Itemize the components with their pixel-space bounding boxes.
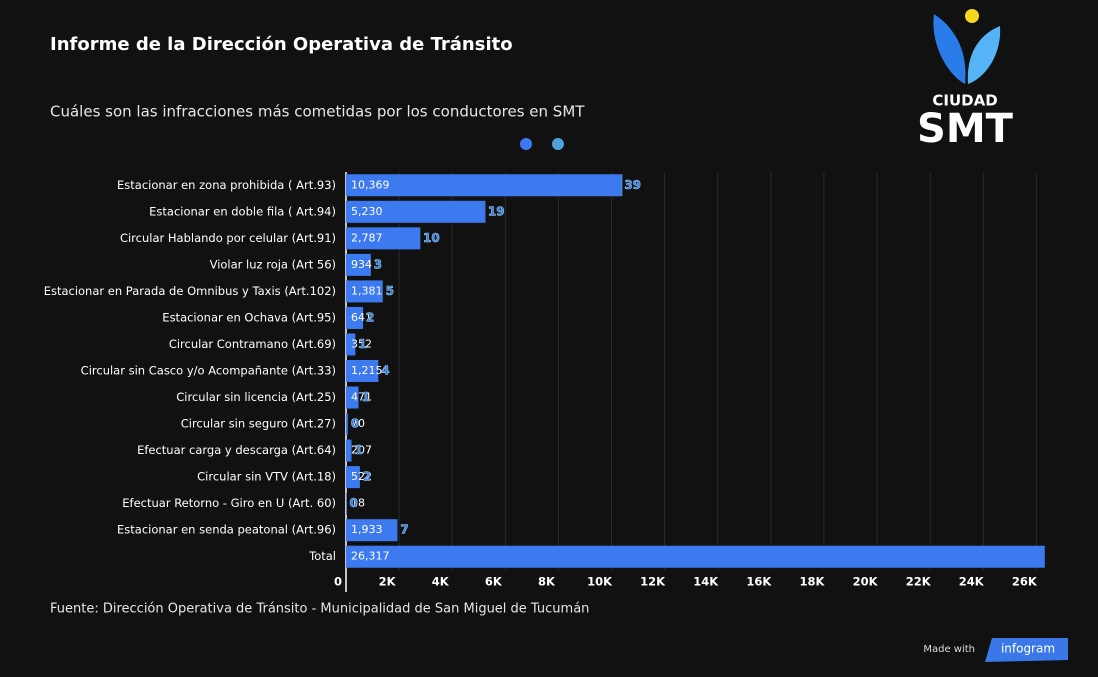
y-tick-label: Estacionar en Ochava (Art.95) [162, 310, 336, 324]
bar [346, 360, 379, 382]
logo-leaf [967, 26, 1001, 84]
x-tick-label: 10K [587, 575, 613, 589]
bar [346, 545, 1045, 568]
value-label: 10 [423, 231, 440, 245]
value-label: 70 [351, 417, 365, 430]
value-label: 39 [624, 178, 641, 192]
y-tick-label: Total [308, 549, 336, 563]
x-tick-label: 26K [1012, 575, 1038, 589]
value-label: 352 [351, 337, 372, 350]
x-tick-label: 22K [906, 575, 932, 589]
x-tick-label: 2K [379, 575, 397, 589]
legend-marker [520, 138, 532, 150]
logo-text: SMT [917, 106, 1014, 152]
value-label: 1 [362, 390, 370, 404]
y-tick-label: Circular Contramano (Art.69) [169, 337, 336, 351]
value-label: 0 [349, 496, 357, 510]
value-label: 7 [400, 523, 408, 537]
x-tick-label: 0 [334, 575, 342, 589]
value-label: 207 [351, 444, 372, 457]
value-label: 0 [351, 417, 359, 431]
bar [346, 333, 356, 356]
legend-marker [552, 138, 564, 150]
value-label: 2 [363, 470, 371, 484]
bar [346, 466, 360, 489]
value-label: 2 [366, 310, 374, 324]
bar [346, 174, 622, 197]
y-tick-label: Estacionar en senda peatonal (Art.96) [117, 523, 336, 537]
logo-dot [965, 9, 979, 23]
y-tick-label: Violar luz roja (Art 56) [210, 257, 336, 271]
value-label: 26,317 [351, 550, 390, 563]
logo: CIUDAD SMT [917, 9, 1014, 152]
footer-brand[interactable]: infogram [1001, 642, 1055, 656]
chart-subtitle: Cuáles son las infracciones más cometida… [50, 103, 585, 121]
logo-leaf [933, 14, 966, 84]
bar [484, 200, 486, 223]
value-label: 522 [351, 470, 372, 483]
value-label: 5 [386, 284, 394, 298]
value-label: 5,230 [351, 205, 383, 218]
value-label: 1,933 [351, 523, 383, 536]
bar [621, 174, 623, 197]
y-tick-label: Estacionar en Parada de Omnibus y Taxis … [44, 284, 336, 298]
chart-title: Informe de la Dirección Operativa de Trá… [50, 34, 513, 55]
y-tick-label: Efectuar Retorno - Giro en U (Art. 60) [122, 496, 336, 510]
x-tick-label: 16K [746, 575, 772, 589]
bar [346, 306, 364, 329]
value-label: 1,381 [351, 284, 383, 297]
value-label: 1 [358, 337, 366, 351]
value-label: 10,369 [351, 178, 390, 191]
value-label: 471 [351, 391, 372, 404]
x-tick-label: 6K [485, 575, 503, 589]
y-tick-label: Circular Hablando por celular (Art.91) [120, 231, 336, 245]
y-tick-label: Circular sin Casco y/o Acompañante (Art.… [81, 364, 336, 378]
bar [346, 200, 485, 223]
bar [346, 227, 421, 250]
bar [346, 280, 383, 303]
bar [346, 519, 398, 542]
value-label: 18 [351, 497, 365, 510]
bar [346, 439, 352, 462]
y-tick-label: Circular sin seguro (Art.27) [181, 417, 336, 431]
x-tick-label: 14K [693, 575, 719, 589]
footer-badge[interactable] [985, 638, 1068, 662]
value-label: 641 [351, 311, 372, 324]
y-tick-label: Efectuar carga y descarga (Art.64) [137, 443, 336, 457]
value-label: 934 [351, 258, 372, 271]
x-tick-label: 8K [538, 575, 556, 589]
bar [346, 386, 359, 409]
footer-text: Made with [923, 644, 975, 655]
x-tick-label: 24K [959, 575, 985, 589]
logo-text: CIUDAD [932, 92, 997, 110]
value-label: 4 [381, 364, 389, 378]
value-label: 3 [374, 257, 382, 271]
value-label: 19 [488, 204, 505, 218]
bar [346, 413, 348, 436]
x-tick-label: 4K [432, 575, 450, 589]
x-tick-label: 20K [853, 575, 879, 589]
y-tick-label: Estacionar en doble fila ( Art.94) [149, 204, 336, 218]
source-note: Fuente: Dirección Operativa de Tránsito … [50, 602, 589, 617]
value-label: 1,215 [351, 364, 383, 377]
value-label: 2,787 [351, 231, 383, 244]
x-tick-label: 18K [799, 575, 825, 589]
y-tick-label: Circular sin VTV (Art.18) [197, 470, 336, 484]
bar [346, 253, 371, 276]
y-tick-label: Circular sin licencia (Art.25) [176, 390, 336, 404]
y-tick-label: Estacionar en zona prohibida ( Art.93) [117, 178, 336, 192]
x-tick-label: 12K [640, 575, 666, 589]
value-label: 1 [354, 443, 362, 457]
